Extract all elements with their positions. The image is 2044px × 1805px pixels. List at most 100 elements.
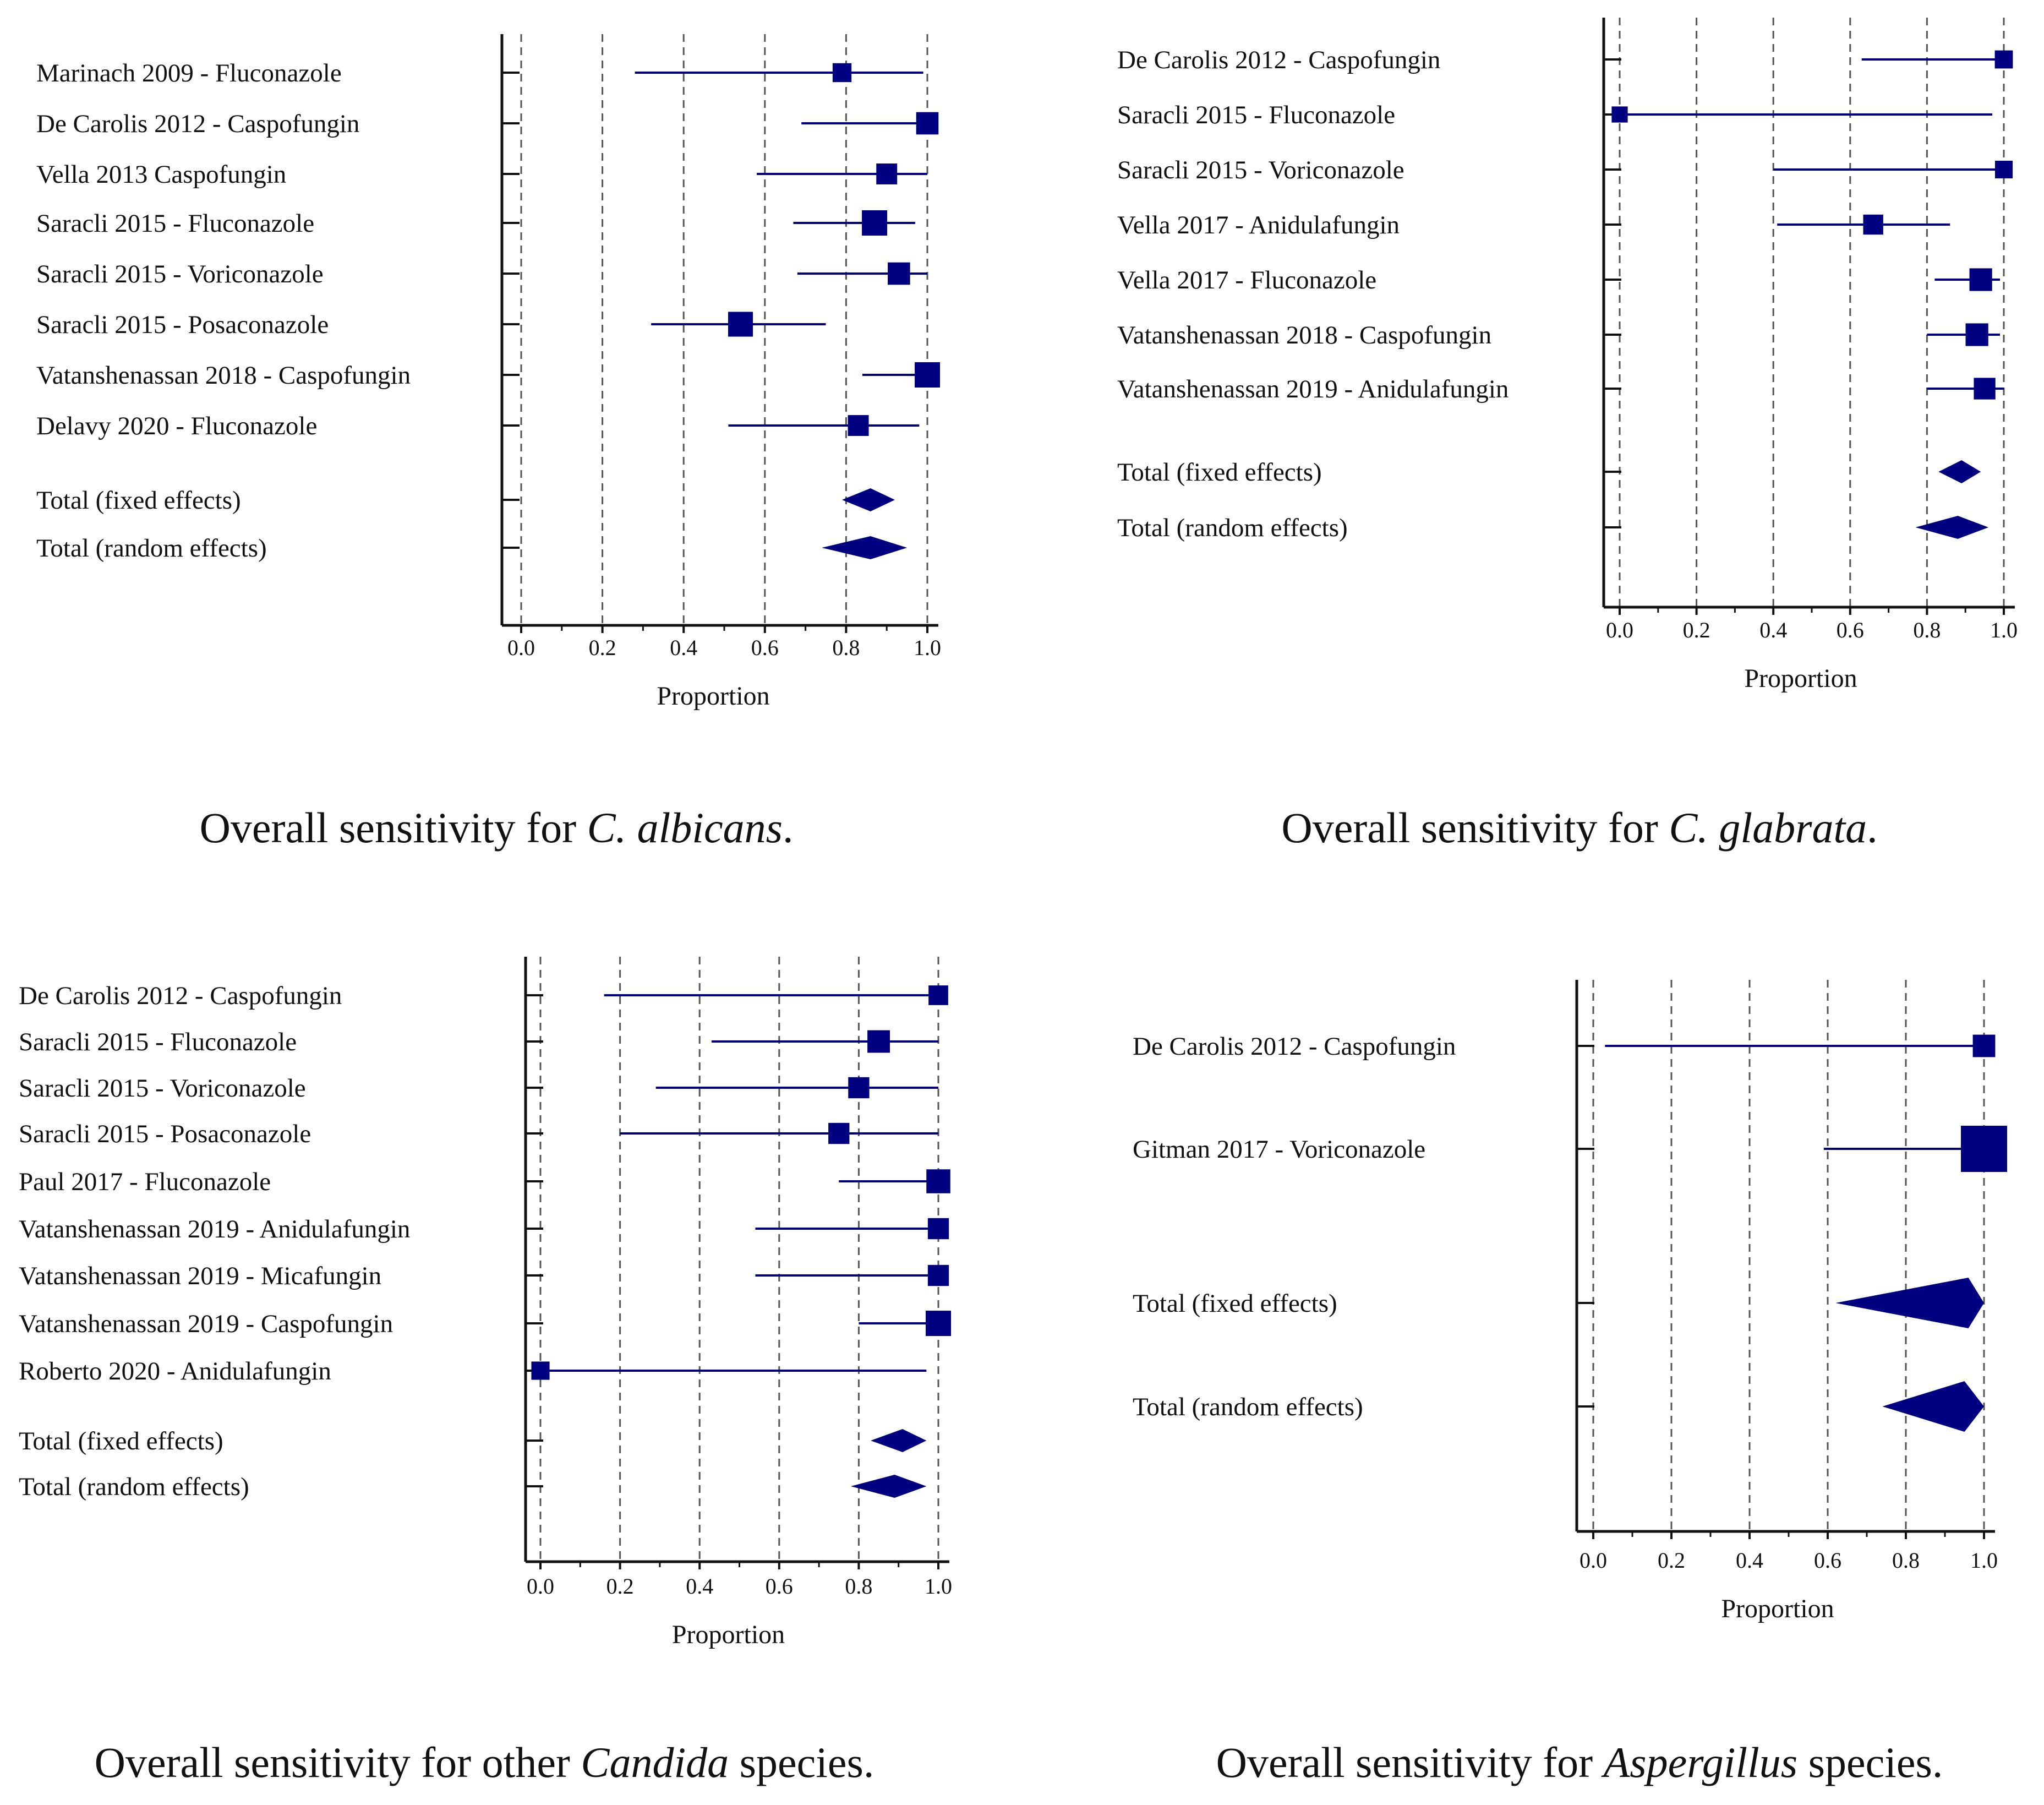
pooled-estimate-diamond — [850, 1475, 927, 1498]
study-estimate-marker — [848, 1077, 870, 1099]
study-label: Vatanshenassan 2019 - Anidulafungin — [19, 1215, 410, 1244]
x-tick-label: 0.0 — [507, 635, 535, 660]
study-estimate-marker — [927, 1218, 949, 1240]
x-tick-label: 1.0 — [1990, 618, 2018, 642]
x-tick-label: 0.0 — [1606, 618, 1633, 642]
study-label: Vella 2013 Caspofungin — [36, 160, 286, 189]
study-label: Saracli 2015 - Voriconazole — [36, 260, 324, 288]
study-estimate-marker — [1965, 323, 1988, 346]
caption-prefix: Overall sensitivity for — [1216, 1738, 1604, 1786]
x-axis-label: Proportion — [1721, 1594, 1834, 1623]
study-estimate-marker — [1961, 1126, 2007, 1172]
pooled-estimate-diamond — [1835, 1278, 1984, 1328]
x-tick-label: 0.4 — [686, 1574, 713, 1599]
study-estimate-marker — [888, 262, 910, 285]
x-tick-label: 0.6 — [1837, 618, 1864, 642]
study-label: Vatanshenassan 2019 - Caspofungin — [19, 1310, 393, 1338]
x-tick-label: 0.2 — [1683, 618, 1710, 642]
caption-prefix: Overall sensitivity for other — [95, 1738, 581, 1786]
total-label: Total (random effects) — [1133, 1393, 1363, 1421]
forest-plot-panel-1: 0.0 0.2 0.4 0.6 0.8 1.0 Proportion Marinach 200… — [36, 34, 941, 852]
study-estimate-marker — [531, 1361, 550, 1380]
x-tick-label: 0.2 — [1658, 1548, 1685, 1573]
study-label: Vella 2017 - Fluconazole — [1117, 266, 1376, 295]
x-tick-label: 0.0 — [1580, 1548, 1607, 1573]
study-estimate-marker — [862, 210, 888, 236]
x-tick-label: 0.6 — [1814, 1548, 1841, 1573]
x-tick-label: 0.8 — [1913, 618, 1941, 642]
pooled-estimate-diamond — [1915, 516, 1989, 539]
panel-caption: Overall sensitivity for C. glabrata. — [1281, 804, 1877, 852]
pooled-estimate-diamond — [1938, 460, 1981, 483]
study-estimate-marker — [828, 1122, 850, 1144]
study-label: Saracli 2015 - Fluconazole — [1117, 101, 1395, 129]
study-label: Saracli 2015 - Posaconazole — [36, 310, 329, 339]
study-estimate-marker — [1969, 268, 1992, 291]
x-tick-label: 0.4 — [1736, 1548, 1763, 1573]
x-axis-label: Proportion — [1744, 664, 1857, 693]
total-label: Total (fixed effects) — [1117, 458, 1322, 487]
x-tick-label: 0.0 — [527, 1574, 554, 1599]
study-label: Vatanshenassan 2019 - Anidulafungin — [1117, 375, 1509, 403]
caption-species: Aspergillus — [1601, 1738, 1797, 1786]
study-label: Vatanshenassan 2018 - Caspofungin — [1117, 321, 1491, 350]
study-estimate-marker — [728, 312, 753, 337]
study-label: De Carolis 2012 - Caspofungin — [19, 981, 342, 1010]
caption-species: C. albicans — [587, 804, 783, 852]
total-label: Total (fixed effects) — [19, 1427, 223, 1455]
study-label: Vatanshenassan 2018 - Caspofungin — [36, 361, 411, 390]
x-axis-label: Proportion — [672, 1620, 785, 1649]
panel-caption: Overall sensitivity for C. albicans. — [200, 804, 794, 852]
panel-caption: Overall sensitivity for other Candida sp… — [95, 1738, 875, 1786]
x-tick-label: 0.2 — [606, 1574, 634, 1599]
x-tick-label: 0.8 — [1892, 1548, 1920, 1573]
x-tick-label: 1.0 — [1970, 1548, 1998, 1573]
study-estimate-marker — [867, 1030, 890, 1053]
study-estimate-marker — [848, 415, 869, 436]
caption-suffix: species. — [1797, 1738, 1943, 1786]
x-tick-label: 0.4 — [670, 635, 697, 660]
forest-plot-panel-4: 0.0 0.2 0.4 0.6 0.8 1.0 Proportion De Carolis 2… — [1133, 980, 2007, 1786]
x-tick-label: 1.0 — [914, 635, 941, 660]
total-label: Total (fixed effects) — [1133, 1289, 1337, 1318]
study-estimate-marker — [926, 1169, 950, 1193]
study-label: Vatanshenassan 2019 - Micafungin — [19, 1262, 381, 1290]
study-label: Saracli 2015 - Posaconazole — [19, 1120, 311, 1148]
study-estimate-marker — [928, 985, 948, 1005]
study-label: Saracli 2015 - Voriconazole — [1117, 156, 1404, 184]
x-tick-label: 0.6 — [766, 1574, 793, 1599]
x-tick-label: 0.2 — [589, 635, 616, 660]
caption-species: C. glabrata — [1669, 804, 1867, 852]
study-estimate-marker — [1863, 214, 1883, 235]
study-label: Paul 2017 - Fluconazole — [19, 1168, 271, 1196]
study-estimate-marker — [1994, 50, 2013, 69]
study-estimate-marker — [1974, 378, 1996, 400]
study-estimate-marker — [916, 112, 939, 135]
study-label: De Carolis 2012 - Caspofungin — [36, 110, 359, 138]
total-label: Total (fixed effects) — [36, 486, 241, 515]
study-estimate-marker — [1994, 160, 2013, 179]
total-label: Total (random effects) — [1117, 514, 1348, 542]
forest-plot-panel-2: 0.0 0.2 0.4 0.6 0.8 1.0 Proportion De Carolis 2… — [1117, 18, 2018, 852]
study-estimate-marker — [927, 1264, 949, 1286]
study-estimate-marker — [925, 1310, 952, 1337]
caption-suffix: . — [783, 804, 794, 852]
study-estimate-marker — [1972, 1034, 1996, 1057]
study-label: Saracli 2015 - Fluconazole — [19, 1028, 297, 1056]
x-tick-label: 0.4 — [1759, 618, 1787, 642]
study-label: Vella 2017 - Anidulafungin — [1117, 211, 1400, 239]
pooled-estimate-diamond — [871, 1429, 927, 1452]
caption-prefix: Overall sensitivity for — [200, 804, 587, 852]
panel-caption: Overall sensitivity for Aspergillus spec… — [1216, 1738, 1943, 1786]
study-estimate-marker — [1611, 106, 1628, 123]
study-label: Marinach 2009 - Fluconazole — [36, 59, 342, 88]
pooled-estimate-diamond — [822, 536, 908, 559]
study-label: Saracli 2015 - Voriconazole — [19, 1074, 306, 1103]
study-label: De Carolis 2012 - Caspofungin — [1133, 1032, 1456, 1061]
caption-suffix: species. — [729, 1738, 874, 1786]
x-tick-label: 0.8 — [845, 1574, 872, 1599]
total-label: Total (random effects) — [36, 534, 267, 563]
x-tick-label: 0.8 — [832, 635, 860, 660]
x-axis-label: Proportion — [657, 681, 769, 711]
